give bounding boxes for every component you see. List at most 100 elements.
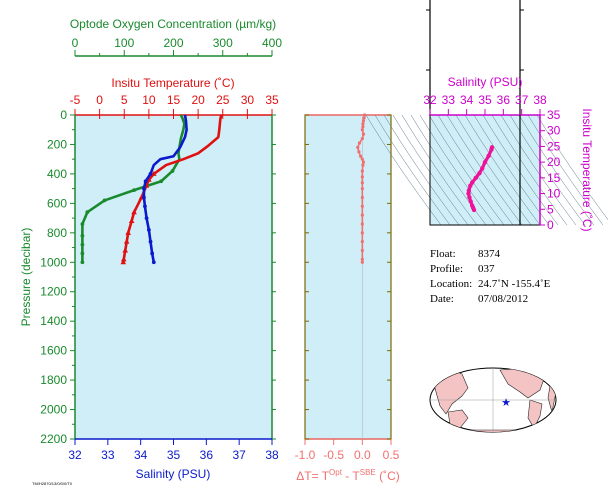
location-row: Location: 24.7˚N -155.4˚E xyxy=(430,277,550,292)
oxygen-marker xyxy=(159,179,164,184)
temperature-marker xyxy=(122,247,129,253)
oxygen-marker xyxy=(80,242,85,247)
pressure-tick-label: 200 xyxy=(47,137,67,151)
pressure-tick-label: 400 xyxy=(47,167,67,181)
salinity-axis-title: Salinity (PSU) xyxy=(136,467,211,481)
date-label: Date: xyxy=(430,293,454,305)
salinity-tick-label: 36 xyxy=(200,448,214,462)
pressure-tick-label: 1200 xyxy=(40,285,67,299)
pressure-tick-label: 2200 xyxy=(40,432,67,446)
salinity-axis-ticks: 32 33 34 35 36 37 38 xyxy=(68,439,279,462)
location-label: Location: xyxy=(430,278,473,290)
delta-t-axis-title: ΔT= TOpt - TSBE (˚C) xyxy=(296,468,400,483)
temperature-axis-title: Insitu Temperature (˚C) xyxy=(111,76,234,90)
delta-t-point xyxy=(360,187,364,191)
delta-t-plot-area xyxy=(305,115,391,439)
ts-temperature-tick-label: 0 xyxy=(547,218,554,232)
temperature-marker xyxy=(120,259,127,265)
delta-t-point xyxy=(357,150,361,154)
oxygen-marker xyxy=(85,210,90,215)
profile-row: Profile: 037 xyxy=(430,262,550,277)
footer-stamp: TM/H2870/13/0/0/0/T0 xyxy=(32,481,73,486)
ts-density-contour xyxy=(392,114,469,226)
salinity-marker xyxy=(151,260,156,265)
delta-t-tick-label: 0.0 xyxy=(354,448,371,462)
ts-salinity-tick-label: 33 xyxy=(442,93,456,107)
ts-point xyxy=(469,203,475,208)
ts-point xyxy=(480,166,485,171)
delta-t-point xyxy=(356,145,360,149)
ts-density-contour xyxy=(464,114,541,226)
ts-density-contour xyxy=(374,114,451,226)
salinity-tick-label: 35 xyxy=(167,448,181,462)
temperature-tick-label: 0 xyxy=(96,93,103,107)
float-info-block: Float: 8374 Profile: 037 Location: 24.7˚N -… xyxy=(430,247,550,307)
salinity-tick-label: 32 xyxy=(68,448,82,462)
oxygen-axis-ticks: 0 100 200 300 400 xyxy=(72,36,282,56)
ts-temperature-tick-label: 5 xyxy=(547,202,554,216)
delta-t-point xyxy=(360,240,364,244)
ts-point xyxy=(482,159,488,165)
ts-salinity-axis-title: Salinity (PSU) xyxy=(448,75,523,89)
ts-density-contour xyxy=(365,114,442,226)
ts-salinity-tick-label: 36 xyxy=(497,93,511,107)
ts-density-contour xyxy=(491,114,568,226)
salinity-marker xyxy=(148,172,153,176)
salinity-line xyxy=(142,114,188,263)
oxygen-marker xyxy=(80,260,85,265)
delta-t-point xyxy=(361,132,366,136)
temperature-tick-label: 15 xyxy=(167,93,181,107)
ts-density-contour xyxy=(527,114,604,226)
delta-t-point xyxy=(360,248,364,253)
oxygen-marker xyxy=(80,251,85,256)
float-location-marker: ★ xyxy=(501,397,511,409)
pressure-tick-label: 1800 xyxy=(40,373,67,387)
profile-panel: Optode Oxygen Concentration (µm/kg) 0 100… xyxy=(19,17,282,481)
ts-salinity-tick-label: 34 xyxy=(460,93,474,107)
delta-t-point xyxy=(361,122,365,126)
ts-point xyxy=(489,145,495,150)
ts-point xyxy=(467,195,472,200)
delta-t-point xyxy=(360,257,364,261)
ts-temperature-tick-label: 15 xyxy=(547,171,561,185)
delta-t-panel: -1.0 -0.5 0.0 0.5 ΔT= TOpt - TSBE (˚C) xyxy=(295,113,400,483)
ts-temperature-tick-label: 35 xyxy=(547,108,561,122)
salinity-tick-label: 34 xyxy=(134,448,148,462)
salinity-marker xyxy=(142,186,146,191)
ts-salinity-tick-label: 32 xyxy=(423,93,437,107)
pressure-tick-label: 1000 xyxy=(40,255,67,269)
temperature-marker xyxy=(125,229,131,235)
profile-value: 037 xyxy=(478,263,495,275)
pressure-tick-label: 0 xyxy=(60,108,67,122)
oxygen-axis-title: Optode Oxygen Concentration (µm/kg) xyxy=(70,17,276,31)
delta-t-point xyxy=(360,181,364,185)
delta-t-points-group xyxy=(356,113,367,264)
date-value: 07/08/2012 xyxy=(478,293,529,305)
temperature-tick-label: 10 xyxy=(142,93,156,107)
profile-series-group xyxy=(80,114,223,265)
ts-density-contour xyxy=(419,114,496,226)
delta-t-point xyxy=(361,163,365,167)
location-value: 24.7˚N -155.4˚E xyxy=(478,278,551,290)
ts-density-contour xyxy=(518,114,595,226)
delta-t-point xyxy=(360,157,364,161)
temperature-tick-label: 5 xyxy=(121,93,128,107)
delta-t-point xyxy=(360,136,364,141)
ts-density-contour xyxy=(536,114,608,221)
delta-t-point xyxy=(360,128,364,132)
ts-salinity-tick-label: 38 xyxy=(533,93,547,107)
salinity-marker xyxy=(148,239,153,244)
temperature-marker xyxy=(131,209,137,215)
oxygen-tick-label: 0 xyxy=(72,36,79,50)
float-value: 8374 xyxy=(478,248,500,260)
ts-point xyxy=(469,180,475,185)
delta-t-point xyxy=(360,260,364,264)
salinity-marker xyxy=(143,179,148,184)
delta-t-tick-label: -1.0 xyxy=(295,448,316,462)
ts-salinity-tick-label: 35 xyxy=(478,93,492,107)
temperature-tick-label: 30 xyxy=(241,93,255,107)
ts-density-contour xyxy=(482,114,559,226)
delta-t-point xyxy=(360,222,364,226)
delta-t-point xyxy=(357,141,362,145)
ts-density-contour xyxy=(428,114,505,226)
